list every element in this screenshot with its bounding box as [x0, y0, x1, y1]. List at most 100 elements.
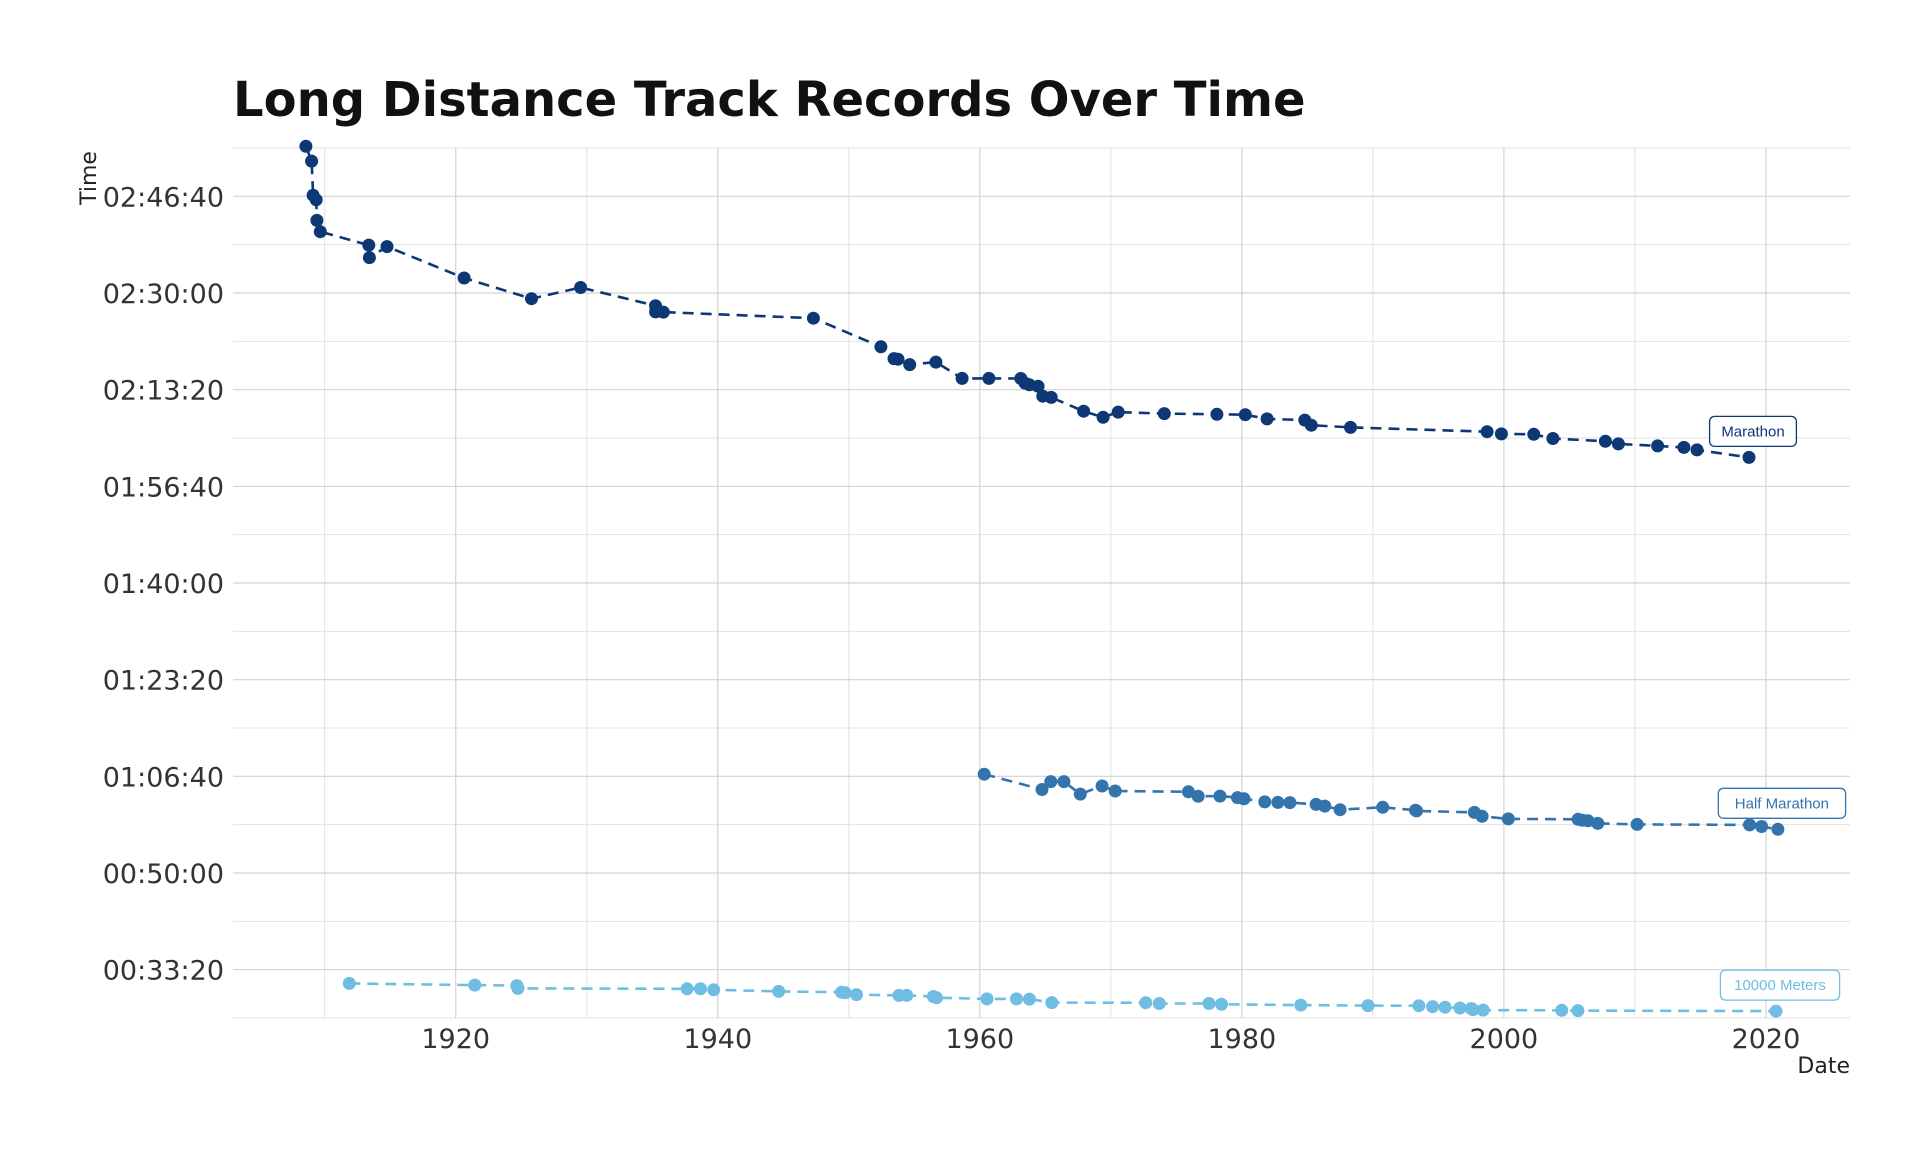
data-point — [305, 154, 319, 168]
data-point — [1651, 439, 1665, 453]
data-point — [1031, 379, 1045, 393]
data-point — [1412, 999, 1426, 1013]
data-point — [930, 991, 943, 1005]
data-point — [1361, 999, 1375, 1013]
series-label-box — [1708, 415, 1798, 448]
series-half-marathon — [977, 767, 1785, 836]
y-tick-label: 02:30:00 — [103, 279, 224, 310]
data-point — [1755, 820, 1769, 833]
data-point — [1010, 992, 1023, 1006]
y-axis-title: Time — [77, 151, 102, 206]
data-point — [1743, 818, 1757, 832]
series-label-half-marathon: Half Marathon — [1717, 787, 1847, 819]
data-point — [1742, 450, 1756, 464]
data-point — [1108, 784, 1122, 798]
data-point — [838, 986, 852, 1000]
data-point — [1271, 795, 1285, 809]
data-point — [1426, 1000, 1440, 1014]
data-point — [1035, 783, 1049, 796]
data-point — [457, 271, 471, 285]
y-tick-labels: 00:33:20 00:50:00 01:06:40 01:23:20 01:40:00… — [103, 182, 224, 986]
data-point — [656, 305, 670, 319]
data-point — [1045, 996, 1059, 1010]
x-tick-label: 1960 — [945, 1024, 1014, 1055]
data-point — [1555, 1003, 1569, 1017]
data-point — [362, 251, 376, 265]
data-point — [1202, 997, 1216, 1010]
y-tick-label: 00:33:20 — [103, 956, 224, 987]
data-point — [1438, 1000, 1452, 1014]
x-tick-label: 1980 — [1207, 1024, 1276, 1055]
data-point — [1611, 437, 1625, 451]
series-layer — [299, 139, 1785, 1018]
data-point — [1527, 427, 1541, 441]
data-point — [1344, 420, 1357, 434]
data-point — [1333, 803, 1347, 817]
data-point — [900, 988, 914, 1002]
x-tick-label: 2020 — [1732, 1024, 1801, 1055]
data-point — [1480, 425, 1494, 439]
series-label-box — [1717, 787, 1847, 819]
data-point — [806, 311, 820, 325]
y-tick-label: 01:40:00 — [103, 569, 224, 600]
data-point — [299, 139, 313, 153]
series-10000-meters — [342, 976, 1783, 1018]
series-line — [304, 145, 1750, 459]
data-point — [680, 982, 694, 996]
data-point — [707, 983, 721, 997]
y-tick-label: 01:56:40 — [103, 472, 224, 503]
data-point — [342, 976, 356, 990]
x-tick-labels: 1920 1940 1960 1980 2000 2020 — [421, 1024, 1800, 1055]
data-point — [1410, 804, 1423, 818]
series-label-marathon: Marathon — [1708, 415, 1798, 448]
data-point — [1571, 1004, 1585, 1018]
chart-title: Long Distance Track Records Over Time — [233, 72, 1306, 128]
data-point — [850, 988, 863, 1002]
data-point — [982, 371, 996, 385]
y-tick-label: 02:13:20 — [103, 376, 224, 407]
data-point — [1044, 775, 1058, 789]
data-point — [1238, 408, 1252, 422]
series-label-text: 10000 Meters — [1734, 977, 1826, 994]
data-point — [1294, 998, 1308, 1012]
y-tick-label: 01:06:40 — [103, 762, 224, 793]
data-point — [903, 358, 917, 372]
data-point — [525, 292, 538, 306]
data-point — [1139, 996, 1153, 1010]
series-label-box — [1719, 969, 1841, 1001]
data-point — [1111, 405, 1125, 419]
data-point — [874, 340, 888, 354]
data-point — [380, 240, 394, 254]
data-point — [1073, 787, 1087, 801]
data-point — [694, 982, 707, 996]
data-point — [1215, 997, 1228, 1011]
x-axis-title: Date — [1797, 1054, 1850, 1079]
y-tick-label: 01:23:20 — [103, 666, 224, 697]
data-point — [1690, 443, 1704, 457]
data-point — [1581, 814, 1595, 828]
data-point — [1769, 1004, 1783, 1018]
data-point — [1475, 809, 1489, 823]
data-point — [977, 767, 991, 781]
data-point — [1057, 775, 1071, 789]
data-point — [955, 371, 969, 385]
data-point — [1095, 779, 1109, 793]
data-point — [1210, 407, 1224, 421]
data-point — [313, 225, 327, 239]
y-tick-label: 00:50:00 — [103, 859, 224, 890]
data-point — [1376, 800, 1390, 814]
data-point — [980, 992, 994, 1006]
data-point — [1598, 434, 1612, 448]
data-point — [1213, 789, 1227, 803]
data-point — [1260, 412, 1274, 426]
data-point — [1022, 992, 1036, 1006]
data-point — [1191, 789, 1205, 803]
data-point — [310, 213, 324, 227]
data-point — [362, 238, 376, 252]
data-point — [1237, 792, 1251, 806]
data-point — [1157, 407, 1171, 421]
data-point — [309, 193, 323, 207]
data-point — [1677, 440, 1691, 454]
data-point — [1318, 799, 1332, 813]
